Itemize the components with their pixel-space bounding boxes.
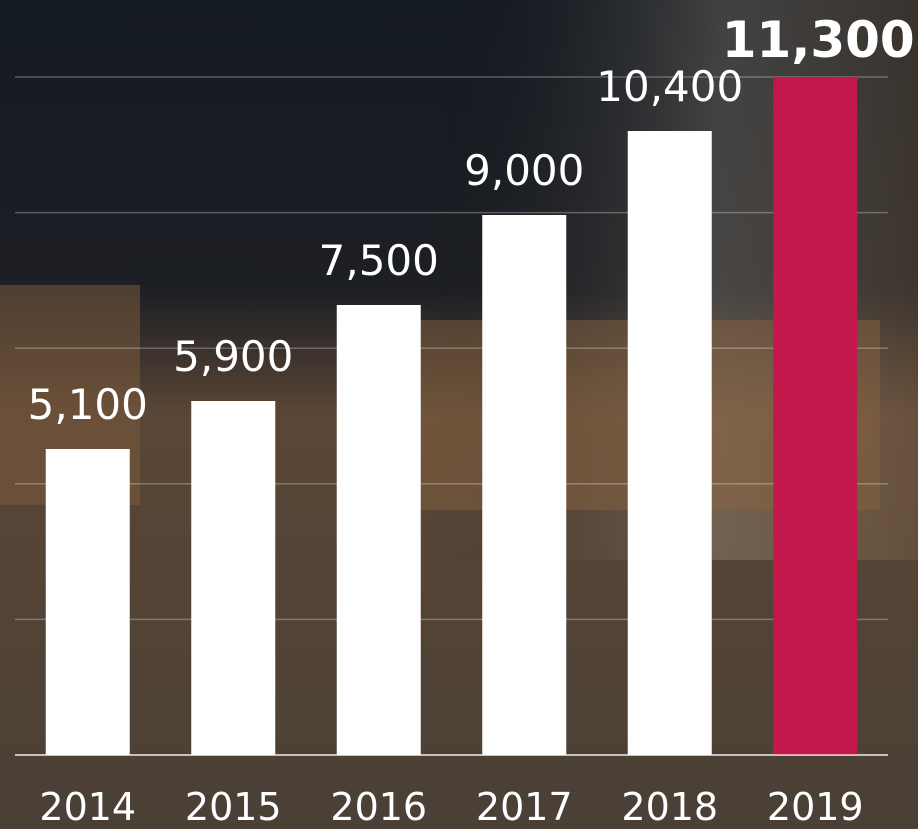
x-tick-label: 2018 [621, 785, 718, 829]
value-label: 7,500 [319, 236, 439, 285]
bar [773, 77, 858, 755]
value-label: 5,100 [28, 380, 148, 429]
value-label: 11,300 [722, 11, 915, 69]
bar [336, 305, 421, 755]
value-label: 5,900 [173, 332, 293, 381]
x-tick-label: 2015 [185, 785, 282, 829]
bar [45, 449, 130, 755]
value-label: 9,000 [464, 146, 584, 195]
x-tick-label: 2017 [476, 785, 573, 829]
bar [482, 215, 567, 755]
bar [191, 401, 276, 755]
value-label: 10,400 [596, 62, 743, 111]
x-tick-label: 2016 [330, 785, 427, 829]
bar [627, 131, 712, 755]
x-tick-label: 2014 [39, 785, 136, 829]
x-tick-label: 2019 [767, 785, 864, 829]
